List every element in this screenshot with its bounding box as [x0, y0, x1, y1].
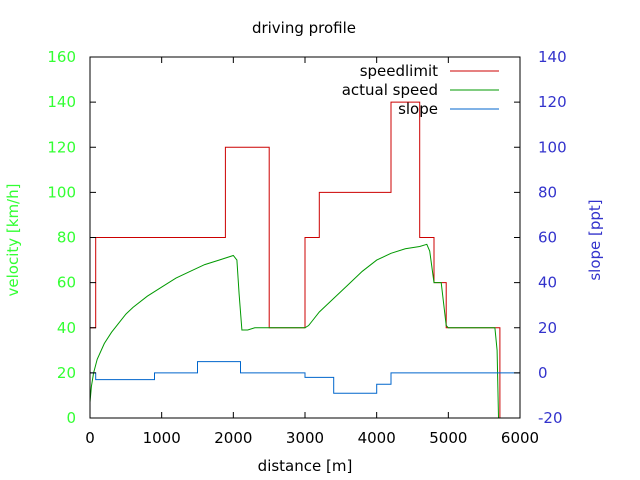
series-line-speedlimit — [90, 101, 501, 418]
series-line-actual-speed — [89, 243, 499, 419]
legend-label-speedlimit: speedlimit — [360, 62, 438, 80]
left-tick-label: 60 — [57, 274, 76, 292]
left-tick-label: 20 — [57, 364, 76, 382]
x-axis-label: distance [m] — [258, 457, 353, 475]
right-axis-label: slope [ppt] — [586, 199, 604, 280]
left-tick-label: 120 — [47, 138, 76, 156]
right-tick-label: -20 — [538, 409, 563, 427]
x-tick-label: 6000 — [501, 429, 539, 447]
chart-title: driving profile — [252, 19, 356, 37]
left-tick-label: 100 — [47, 183, 76, 201]
left-tick-label: 40 — [57, 319, 76, 337]
right-axis-ticks: -20 0 20 40 60 80 100 120 140 — [514, 48, 567, 427]
left-tick-label: 160 — [47, 48, 76, 66]
series-line-slope — [90, 361, 520, 394]
x-tick-label: 2000 — [214, 429, 252, 447]
x-tick-label: 3000 — [286, 429, 324, 447]
x-tick-label: 0 — [85, 429, 95, 447]
left-tick-label: 140 — [47, 93, 76, 111]
right-tick-label: 40 — [538, 274, 557, 292]
right-tick-label: 120 — [538, 93, 567, 111]
right-tick-label: 140 — [538, 48, 567, 66]
left-axis-label: velocity [km/h] — [4, 184, 22, 297]
left-tick-label: 0 — [66, 409, 76, 427]
left-axis-ticks: 0 20 40 60 80 100 120 140 160 — [47, 48, 96, 427]
left-tick-label: 80 — [57, 229, 76, 247]
x-tick-label: 5000 — [429, 429, 467, 447]
legend-label-slope: slope — [398, 100, 438, 118]
right-tick-label: 60 — [538, 229, 557, 247]
legend-label-actual-speed: actual speed — [342, 81, 438, 99]
right-tick-label: 80 — [538, 183, 557, 201]
right-tick-label: 100 — [538, 138, 567, 156]
x-tick-label: 1000 — [143, 429, 181, 447]
right-tick-label: 20 — [538, 319, 557, 337]
right-tick-label: 0 — [538, 364, 548, 382]
x-tick-label: 4000 — [358, 429, 396, 447]
x-axis-ticks: 0 1000 2000 3000 4000 5000 6000 — [85, 57, 539, 447]
series-layer — [89, 101, 520, 419]
